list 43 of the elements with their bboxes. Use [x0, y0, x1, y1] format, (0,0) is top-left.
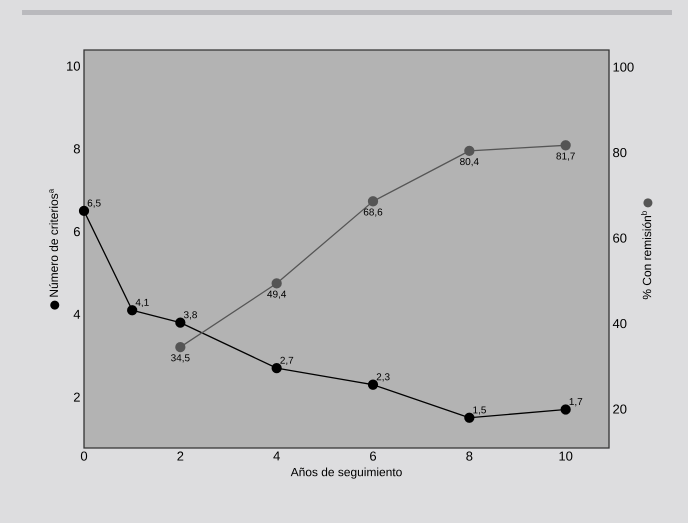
data-label: 2,3: [376, 373, 390, 382]
data-label: 34,5: [171, 354, 190, 363]
data-label: 1,7: [570, 398, 582, 406]
point: [560, 140, 571, 150]
x-tick-label: 2: [177, 452, 184, 461]
point: [560, 404, 571, 415]
point: [272, 363, 282, 374]
y-tick-label: 4: [74, 310, 80, 319]
data-label: 81,7: [556, 152, 575, 161]
y-tick-label: 6: [74, 227, 80, 236]
data-label: 68,6: [364, 208, 382, 217]
x-tick-label: 10: [559, 452, 572, 461]
data-label: 3,8: [184, 311, 197, 320]
data-label: 1,5: [473, 406, 486, 415]
x-tick-label: 4: [273, 452, 280, 460]
y-tick-label: 2: [74, 392, 80, 402]
y-axis-title: Número de criterios$^{a}$: [49, 188, 58, 297]
y-tick-label: 8: [74, 144, 80, 154]
x-tick-label: 0: [80, 452, 88, 461]
y2-tick-label: 60: [613, 233, 626, 243]
y2-axis-title: % Con remisión$^{b}$: [640, 211, 652, 300]
y2-tick-label: 80: [613, 148, 626, 158]
x-tick-label: 6: [370, 452, 376, 461]
data-label: 2,7: [280, 356, 294, 365]
data-label: 4,1: [136, 298, 149, 308]
point: [127, 305, 138, 316]
point: [175, 317, 186, 328]
y2-tick-label: 20: [613, 404, 626, 414]
point: [78, 206, 90, 216]
y2-tick-label: 100: [614, 62, 634, 72]
data-label: 6,5: [88, 200, 101, 208]
data-label: 49,4: [267, 290, 286, 299]
point: [464, 412, 474, 423]
point: [464, 146, 474, 156]
point: [175, 342, 186, 352]
x-tick-label: 8: [466, 452, 472, 461]
y2-tick-label: 40: [612, 318, 626, 328]
point: [368, 380, 378, 390]
point: [368, 196, 378, 206]
data-label: 80,4: [460, 158, 479, 166]
y-tick-label: 10: [67, 62, 80, 71]
x-axis-title: Años de seguimiento: [290, 468, 402, 479]
point: [272, 278, 282, 289]
